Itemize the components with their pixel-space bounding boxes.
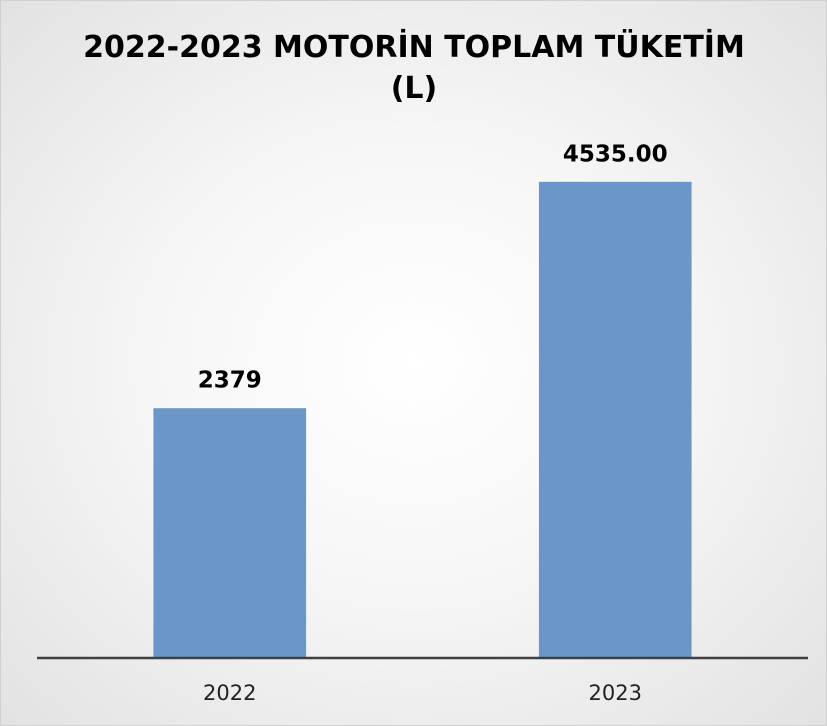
chart-title: 2022-2023 MOTORİN TOPLAM TÜKETİM (L) xyxy=(83,30,745,106)
x-tick-label: 2023 xyxy=(589,681,642,705)
bar xyxy=(153,408,307,658)
bar xyxy=(538,181,692,658)
value-label: 2379 xyxy=(198,368,262,394)
x-tick-label: 2022 xyxy=(203,681,256,705)
value-label: 4535.00 xyxy=(563,141,668,167)
